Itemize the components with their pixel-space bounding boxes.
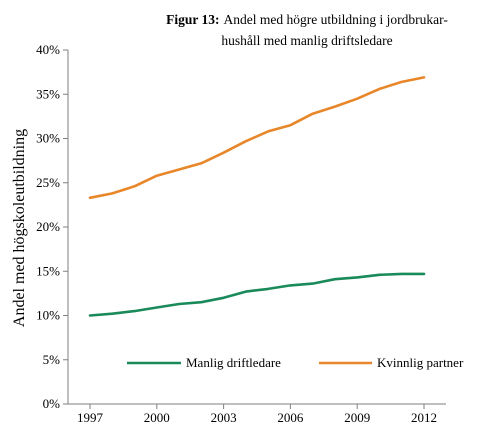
y-tick-label: 20% (36, 219, 60, 234)
legend-item-kvinnlig: Kvinnlig partner (319, 355, 464, 370)
x-tick-label: 2003 (211, 410, 237, 425)
y-tick-label: 10% (36, 308, 60, 323)
y-tick-label: 15% (36, 263, 60, 278)
y-tick-label: 5% (43, 352, 61, 367)
y-tick-label: 25% (36, 175, 60, 190)
x-tick-label: 2006 (277, 410, 304, 425)
legend-label-manlig: Manlig driftledare (186, 355, 281, 370)
y-axis-label: Andel med högskoleutbildning (11, 129, 28, 327)
legend-label-kvinnlig: Kvinnlig partner (377, 355, 464, 370)
chart-title-text-1: Andel med högre utbildning i jordbrukar- (224, 12, 449, 27)
y-tick-label: 35% (36, 86, 60, 101)
x-tick-label: 2012 (411, 410, 437, 425)
legend-item-manlig: Manlig driftledare (127, 355, 281, 370)
series-lines (88, 76, 426, 317)
x-tick-label: 1997 (77, 410, 104, 425)
y-ticks: 0% 5% 10% 15% 20% 25% 30% 35% 40% (36, 42, 68, 411)
chart-title-line-2: hushåll med manlig driftsledare (221, 33, 392, 48)
y-tick-label: 0% (43, 396, 61, 411)
x-tick-label: 2009 (344, 410, 370, 425)
chart-title-prefix: Figur 13: (166, 12, 219, 27)
legend: Manlig driftledare Kvinnlig partner (127, 355, 464, 370)
chart-title-line-1: Figur 13: Andel med högre utbildning i jo… (166, 12, 448, 27)
series-line-manlig (88, 272, 426, 317)
x-tick-label: 2000 (144, 410, 170, 425)
x-ticks: 1997 2000 2003 2006 2009 2012 (77, 404, 437, 425)
y-tick-label: 40% (36, 42, 60, 57)
series-line-kvinnlig (88, 76, 426, 200)
y-tick-label: 30% (36, 131, 60, 146)
